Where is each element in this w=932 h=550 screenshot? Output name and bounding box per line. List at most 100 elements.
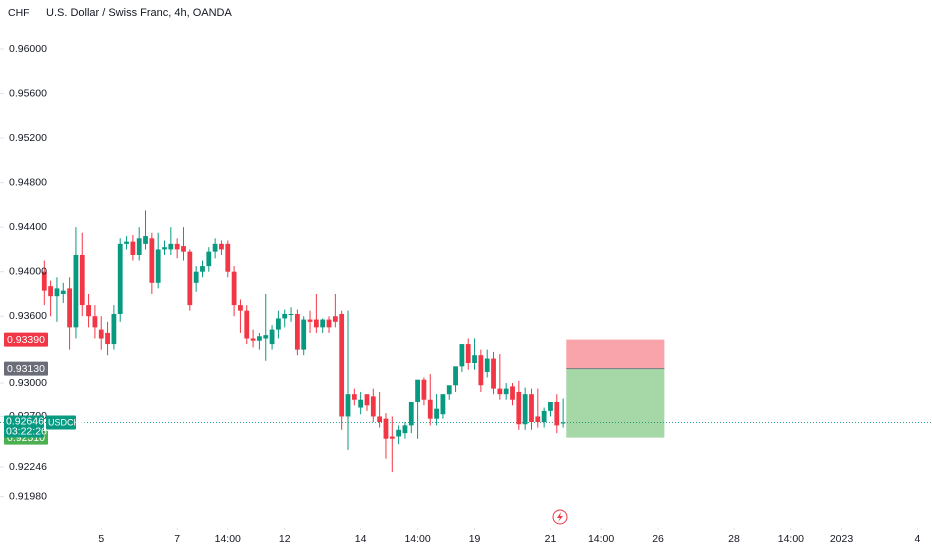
last-price-label: 0.92646 [6,416,44,428]
candle-body [231,271,237,306]
entry-label: 0.93130 [7,363,45,375]
candle-body [275,318,281,330]
candle-body [484,358,490,372]
x-tick-label: 5 [98,533,104,545]
x-tick-label: 28 [728,533,740,545]
candle-body [446,385,452,395]
candle-body [332,316,338,322]
candle-body [155,249,161,283]
candle-body [320,319,326,328]
candle-body [130,241,136,255]
candle-body [193,271,199,283]
candle-body [535,416,541,423]
x-tick-label: 14:00 [778,533,804,545]
candle-body [377,416,383,423]
candle-body [434,408,439,419]
candle-body [219,243,224,250]
candle-body [510,386,515,400]
candle-body [73,254,79,328]
candle-body [117,243,123,315]
candle-body [263,335,269,339]
candle-body [503,388,509,395]
candle-body [307,319,313,322]
candle-body [370,396,376,417]
candle-body [98,329,104,339]
candle-body [92,316,98,328]
x-tick-label: 14:00 [404,533,430,545]
x-tick-label: 14:00 [215,533,241,545]
y-tick-label: 0.94800 [9,176,47,188]
candle-body [389,436,395,439]
currency-label: CHF [8,7,30,19]
candle-body [548,401,553,411]
candle-body [143,236,148,244]
y-tick-label: 0.95200 [9,132,47,144]
y-tick-label: 0.95600 [9,87,47,99]
candle-body [313,319,319,328]
candle-body [86,305,91,317]
candle-body [225,243,231,272]
candle-body [244,310,250,339]
lightning-icon [552,509,568,525]
symbol-bg [46,415,76,430]
candle-body [339,314,345,417]
candle-body [408,401,414,426]
candle-body [212,243,218,252]
y-tick-label: 0.94000 [9,265,47,277]
candle-body [257,336,262,341]
candle-body [301,319,307,350]
candle-body [541,410,547,423]
candle-body [560,422,566,424]
candle-body [174,243,180,250]
x-tick-label: 2023 [830,533,854,545]
candle-body [54,288,60,297]
y-tick-label: 0.94400 [9,221,47,233]
y-tick-label: 0.92246 [9,461,47,473]
candle-body [149,238,155,283]
countdown: 03:22:26 [6,426,47,438]
candle-body [516,391,522,425]
candle-body [351,394,357,400]
candle-body [459,344,465,367]
last-price-bg [4,415,44,438]
candle-body [200,266,205,272]
candle-body [181,246,186,252]
entry-label-bg [4,361,48,376]
candle-body [421,379,427,400]
candle-body [79,254,85,306]
y-tick-label: 0.91980 [9,490,47,502]
x-tick-label: 14:00 [588,533,614,545]
candle-body [41,271,47,291]
candle-body [415,379,420,402]
candle-body [364,394,370,406]
candle-body [60,290,66,294]
candle-body [282,314,288,319]
candle-body [440,394,446,415]
x-tick-label: 12 [279,533,291,545]
candle-body [288,314,294,316]
candle-body [294,314,300,350]
y-tick-label: 0.93600 [9,310,47,322]
candle-body [491,358,496,389]
stop-label-bg [4,332,48,347]
candle-body [383,418,389,439]
candle-body [124,241,129,244]
candle-body [402,425,408,434]
candle-body [358,399,364,408]
symbol-label: USDCHF [48,417,86,427]
x-tick-label: 7 [174,533,180,545]
candle-body [472,355,477,363]
candle-body [168,243,174,250]
x-tick-label: 4 [915,533,921,545]
candle-body [453,366,458,386]
y-tick-label: 0.93000 [9,377,47,389]
candle-body [345,394,351,417]
stop-label: 0.93390 [7,334,45,346]
candle-body [105,332,110,345]
candle-body [465,344,471,363]
candle-body [162,247,167,250]
candle-body [522,394,528,425]
candle-body [250,338,256,341]
candle-body [67,288,72,328]
